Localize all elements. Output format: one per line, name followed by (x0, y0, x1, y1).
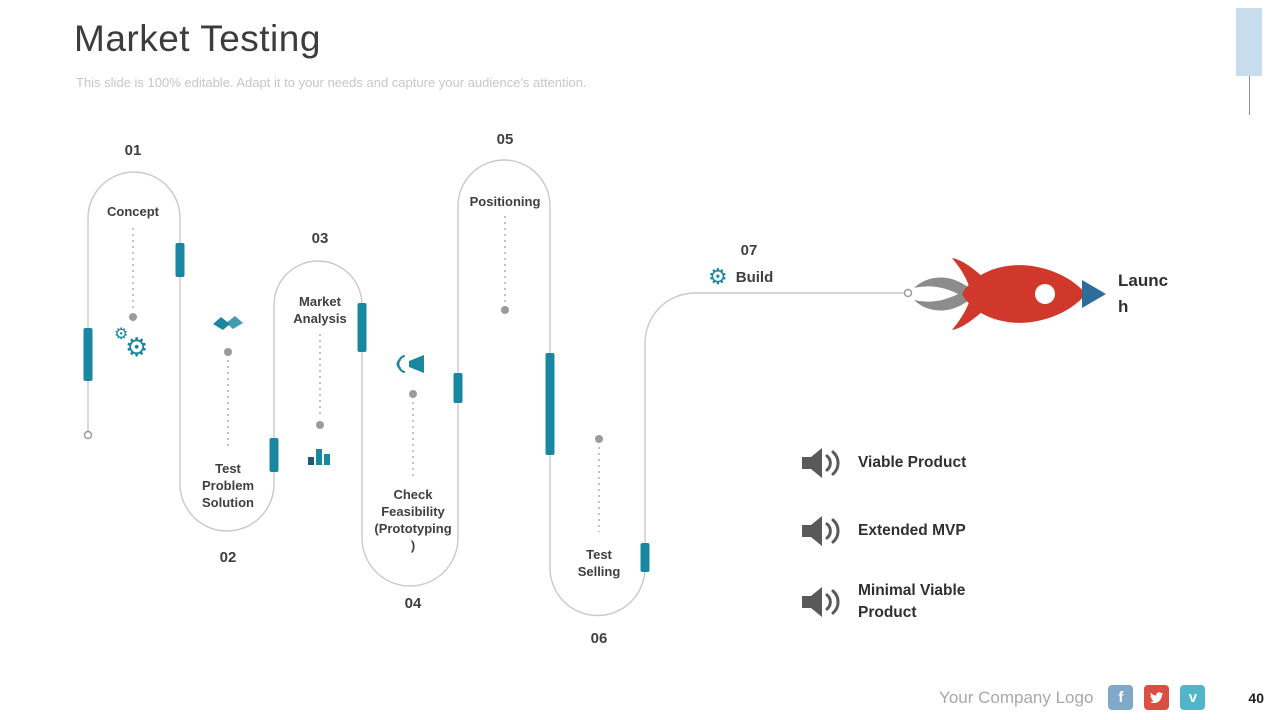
step-02-label: Test Problem Solution (201, 461, 255, 511)
gears-icon: ⚙ ⚙ (114, 327, 158, 363)
mvp-item-extended-mvp: Extended MVP (800, 514, 1008, 548)
timeline-path (87, 159, 908, 617)
connector-dot (129, 313, 137, 321)
timeline-marker-bar (453, 373, 463, 403)
connector-dot (595, 435, 603, 443)
gear-icon: ⚙ (708, 264, 728, 289)
small-gear-icon: ⚙ (114, 326, 129, 343)
page-number: 40 (1248, 689, 1264, 706)
handshake-icon (213, 316, 243, 334)
timeline-marker-bar (269, 438, 279, 472)
mvp-item-minimal-viable-product: Minimal Viable Product (800, 580, 1008, 625)
vimeo-glyph: v (1188, 689, 1198, 706)
speaker-icon (802, 448, 840, 478)
facebook-glyph: f (1118, 689, 1124, 706)
twitter-icon[interactable] (1144, 685, 1170, 710)
connector-dot (316, 421, 324, 429)
timeline-marker-bar (357, 303, 367, 352)
step-03-label: Market Analysis (293, 294, 347, 327)
step-04-label: Check Feasibility (Prototyping ) (374, 487, 452, 554)
connector-dot (501, 306, 509, 314)
page-title: Market Testing (74, 18, 321, 59)
step-05-number: 05 (496, 131, 514, 148)
bar-chart-icon (308, 449, 330, 465)
path-end-endpoint (903, 288, 913, 298)
mvp-item-viable-product: Viable Product (800, 446, 1008, 480)
step-05-label: Positioning (469, 194, 541, 209)
connector-dot (224, 348, 232, 356)
mvp-item-label: Minimal Viable Product (858, 582, 966, 622)
connector-dot (409, 390, 417, 398)
rocket-icon (914, 258, 1106, 330)
step-06-number: 06 (590, 630, 608, 647)
corner-accent-rect (1236, 8, 1262, 76)
timeline-marker-bar (175, 243, 185, 277)
big-gear-icon: ⚙ (125, 332, 149, 362)
mvp-item-label: Viable Product (858, 453, 967, 471)
company-logo-text: Your Company Logo (939, 687, 1094, 707)
step-01-number: 01 (124, 142, 142, 159)
step-02-number: 02 (219, 549, 237, 566)
twitter-bird-glyph (1150, 692, 1164, 704)
timeline-marker-bar (83, 328, 93, 381)
mvp-item-label: Extended MVP (858, 521, 966, 539)
step-07-label: Build (735, 268, 774, 286)
speaker-icon (802, 587, 840, 618)
step-07-number: 07 (740, 242, 758, 259)
timeline-marker-bar (545, 353, 555, 455)
speaker-icon (802, 516, 840, 546)
footer: Your Company Logo f v 40 (0, 685, 1264, 710)
step-04-number: 04 (404, 595, 422, 612)
timeline-marker-bar (640, 543, 650, 572)
vimeo-icon[interactable]: v (1180, 685, 1206, 710)
step-07-build: ⚙ Build (708, 266, 773, 288)
step-06-label: Test Selling (577, 547, 621, 580)
page-subtitle: This slide is 100% editable. Adapt it to… (76, 75, 587, 90)
step-01-label: Concept (107, 204, 159, 219)
megaphone-icon (396, 355, 424, 373)
step-03-number: 03 (311, 230, 329, 247)
path-start-endpoint (83, 430, 93, 440)
launch-label: Launch (1118, 271, 1169, 316)
facebook-icon[interactable]: f (1108, 685, 1134, 710)
